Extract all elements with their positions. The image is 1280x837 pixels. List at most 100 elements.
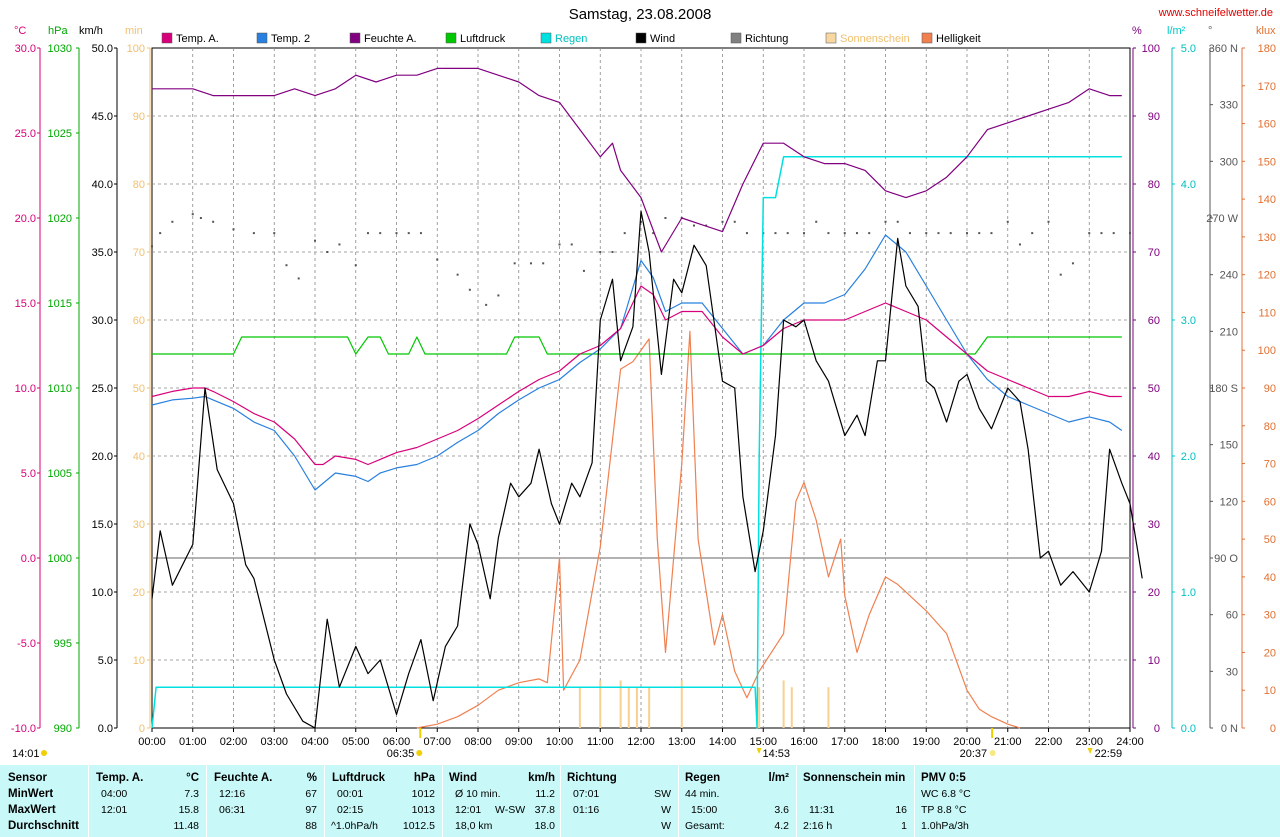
axis-tick-label-direction: 240 [1220, 270, 1238, 282]
axis-units: °C hPa km/h min% l/m² ° klux [14, 25, 1276, 37]
axis-tick-label-rain: 3.0 [1181, 315, 1196, 327]
direction-point [1059, 273, 1062, 276]
direction-point [721, 220, 724, 223]
axis-tick-label-direction: 360 N [1209, 43, 1238, 55]
stats-value: 1 [901, 820, 907, 832]
series-line-regen [151, 156, 1122, 729]
axis-tick-label-direction: 30 [1226, 666, 1238, 678]
direction-point [570, 243, 573, 246]
grid [151, 47, 1131, 729]
axis-tick-label-humidity: 20 [1148, 587, 1160, 599]
x-tick-label: 17:00 [831, 736, 859, 748]
axis-tick-label-sunshine: 90 [133, 111, 145, 123]
stats-wind-unit: km/h [528, 772, 555, 784]
marker-rain-start: 14:53 [762, 748, 790, 760]
stats-value: 12:16 [219, 788, 246, 800]
axis-tick-label-direction: 120 [1220, 496, 1238, 508]
website-link[interactable]: www.schneifelwetter.de [1158, 7, 1273, 19]
direction-point [803, 232, 805, 235]
legend-label-wind: Wind [650, 33, 675, 45]
axis-tick-label-sunshine: 40 [133, 451, 145, 463]
stats-value: 04:00 [101, 788, 128, 800]
series-line-helligkeit [416, 330, 1021, 729]
stats-wind-header: Wind [449, 772, 477, 784]
direction-point [733, 220, 736, 223]
direction-point [419, 232, 422, 235]
stats-row-label: MinWert [8, 788, 54, 800]
axis-tick-label-temp: 0.0 [21, 553, 36, 565]
direction-point [395, 232, 398, 235]
direction-point [978, 232, 981, 235]
axis-tick-label-brightness: 140 [1258, 194, 1276, 206]
direction-point [599, 251, 602, 253]
direction-point [815, 220, 818, 223]
axis-tick-label-temp: 30.0 [15, 43, 36, 55]
direction-point [1071, 262, 1074, 265]
axis-unit-rain: l/m² [1167, 25, 1186, 37]
axis-tick-label-wind: 15.0 [92, 519, 113, 531]
stats-value: 97 [305, 804, 317, 816]
axis-tick-label-sunshine: 60 [133, 315, 145, 327]
chart-title: Samstag, 23.08.2008 [569, 6, 712, 23]
stats-value: TP 8.8 °C [921, 804, 967, 816]
direction-point [827, 232, 830, 235]
axis-tick-label-humidity: 40 [1148, 451, 1160, 463]
axis-tick-label-sunshine: 30 [133, 519, 145, 531]
stats-value: 1013 [411, 804, 435, 816]
series-line-luftdruck [152, 336, 1122, 355]
direction-point [252, 232, 255, 235]
x-tick-label: 22:00 [1035, 736, 1063, 748]
axis-tick-label-direction: 300 [1220, 156, 1238, 168]
axis-tick-label-rain: 2.0 [1181, 451, 1196, 463]
stats-rain-unit: l/m² [768, 772, 789, 784]
stats-sensor-header: Sensor [8, 772, 47, 784]
axis-tick-label-humidity: 80 [1148, 179, 1160, 191]
legend-label-feuchte-a: Feuchte A. [364, 33, 417, 45]
stats-col-direction: Richtung 07:01 SW 01:16 W W [560, 765, 679, 837]
axis-tick-label-pressure: 1030 [48, 43, 72, 55]
stats-value: 11.2 [535, 788, 555, 800]
stats-value: 37.8 [534, 804, 555, 816]
moon-icon [1087, 748, 1093, 754]
stats-value: 7.3 [184, 788, 199, 800]
legend-swatch-temp-2 [256, 32, 268, 44]
x-tick-label: 20:00 [953, 736, 981, 748]
legend-label-temp-2: Temp. 2 [271, 33, 310, 45]
x-tick-label: 08:00 [464, 736, 492, 748]
axis-tick-label-wind: 30.0 [92, 315, 113, 327]
stats-col-rain: Regen l/m² 44 min. 15:00 3.6 Gesamt: 4.2 [678, 765, 797, 837]
direction-point [855, 232, 858, 235]
x-tick-label: 04:00 [301, 736, 329, 748]
stats-temp-unit: °C [186, 772, 199, 784]
stats-value: Gesamt: [685, 820, 725, 832]
stats-temp-header: Temp. A. [96, 772, 144, 784]
x-tick-label: 19:00 [912, 736, 940, 748]
axis-tick-label-pressure: 990 [54, 723, 72, 735]
direction-point [379, 232, 382, 235]
legend-label-luftdruck: Luftdruck [460, 33, 506, 45]
direction-point [786, 232, 789, 235]
axis-tick-label-pressure: 1010 [48, 383, 72, 395]
axis-tick-label-brightness: 170 [1258, 81, 1276, 93]
direction-point [542, 262, 545, 265]
direction-point [925, 232, 928, 235]
x-tick-label: 07:00 [423, 736, 451, 748]
stats-value: 11.48 [173, 820, 200, 832]
stats-value: 12:01 [455, 804, 482, 816]
axis-tick-label-temp: 15.0 [15, 298, 36, 310]
legend-swatch-regen [540, 32, 552, 44]
axis-tick-label-humidity: 90 [1148, 111, 1160, 123]
axis-tick-label-humidity: 70 [1148, 247, 1160, 259]
direction-point [1031, 232, 1034, 235]
axis-tick-label-rain: 0.0 [1181, 723, 1196, 735]
x-tick-label: 10:00 [546, 736, 574, 748]
stats-value: 2:16 h [803, 820, 833, 832]
stats-value: 1012 [411, 788, 435, 800]
axis-tick-label-sunshine: 0 [139, 723, 145, 735]
direction-point [513, 262, 516, 265]
axis-unit-pressure: hPa [48, 25, 68, 37]
stats-direction-header: Richtung [567, 772, 617, 784]
stats-humidity-header: Feuchte A. [214, 772, 273, 784]
legend-swatch-feuchte-a [349, 32, 361, 44]
axis-tick-label-brightness: 80 [1264, 421, 1276, 433]
